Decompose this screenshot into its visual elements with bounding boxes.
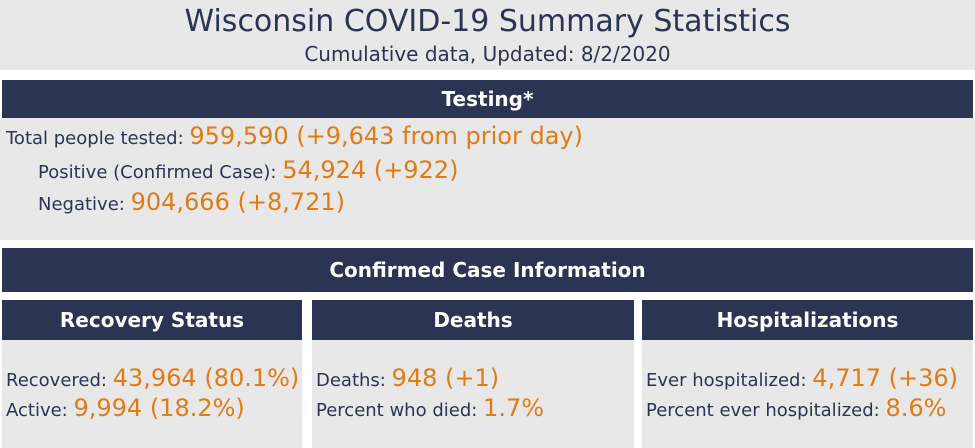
testing-panel: Total people tested: 959,590 (+9,643 fro…: [0, 118, 975, 240]
negative-row: Negative: 904,666 (+8,721): [38, 188, 345, 216]
page-title: Wisconsin COVID-19 Summary Statistics: [184, 4, 791, 39]
active-row: Active: 9,994 (18.2%): [6, 394, 245, 422]
ever-hospitalized-row: Ever hospitalized: 4,717 (+36): [646, 364, 958, 392]
percent-died-value: 1.7%: [483, 394, 545, 422]
recovered-label: Recovered:: [6, 370, 107, 391]
title-banner: Wisconsin COVID-19 Summary Statistics Cu…: [0, 0, 975, 70]
recovery-status-heading: Recovery Status: [2, 300, 302, 340]
deaths-panel: Deaths: 948 (+1) Percent who died: 1.7%: [312, 340, 634, 448]
confirmed-case-heading: Confirmed Case Information: [2, 248, 973, 292]
deaths-row: Deaths: 948 (+1): [316, 364, 499, 392]
positive-label: Positive (Confirmed Case):: [38, 162, 277, 183]
ever-hospitalized-value: 4,717 (+36): [812, 364, 959, 392]
percent-died-label: Percent who died:: [316, 400, 478, 421]
deaths-heading: Deaths: [312, 300, 634, 340]
positive-value: 54,924 (+922): [282, 156, 459, 184]
percent-died-row: Percent who died: 1.7%: [316, 394, 544, 422]
total-tested-row: Total people tested: 959,590 (+9,643 fro…: [6, 122, 583, 150]
percent-hospitalized-row: Percent ever hospitalized: 8.6%: [646, 394, 946, 422]
percent-hospitalized-value: 8.6%: [885, 394, 947, 422]
total-tested-value: 959,590 (+9,643 from prior day): [189, 122, 583, 150]
negative-value: 904,666 (+8,721): [130, 188, 346, 216]
recovered-value: 43,964 (80.1%): [112, 364, 300, 392]
hospitalizations-panel: Ever hospitalized: 4,717 (+36) Percent e…: [642, 340, 973, 448]
ever-hospitalized-label: Ever hospitalized:: [646, 370, 807, 391]
positive-row: Positive (Confirmed Case): 54,924 (+922): [38, 156, 458, 184]
percent-hospitalized-label: Percent ever hospitalized:: [646, 400, 880, 421]
testing-heading: Testing*: [2, 80, 973, 118]
page-subtitle: Cumulative data, Updated: 8/2/2020: [304, 42, 671, 66]
deaths-label: Deaths:: [316, 370, 386, 391]
recovered-row: Recovered: 43,964 (80.1%): [6, 364, 299, 392]
recovery-panel: Recovered: 43,964 (80.1%) Active: 9,994 …: [2, 340, 302, 448]
deaths-value: 948 (+1): [391, 364, 500, 392]
active-value: 9,994 (18.2%): [73, 394, 245, 422]
active-label: Active:: [6, 400, 68, 421]
negative-label: Negative:: [38, 194, 125, 215]
hospitalizations-heading: Hospitalizations: [642, 300, 973, 340]
total-tested-label: Total people tested:: [6, 128, 184, 149]
